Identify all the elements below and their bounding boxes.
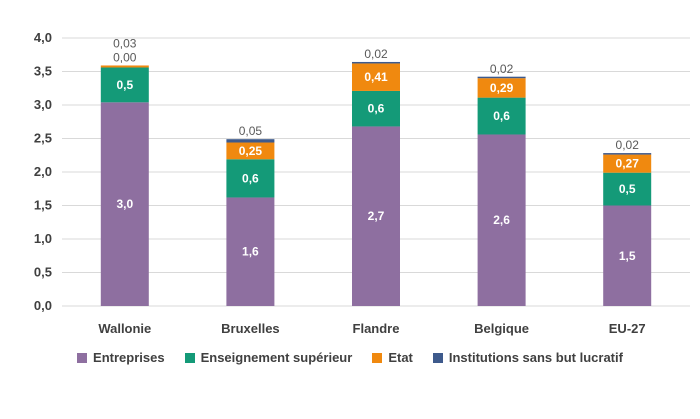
y-tick-label: 4,0 [34, 30, 52, 45]
bar-segment-2 [603, 154, 652, 173]
data-label: 0,5 [619, 182, 636, 196]
data-label: 0,5 [116, 78, 133, 92]
legend-swatch-enseignement [184, 352, 195, 363]
bars [100, 61, 652, 306]
y-tick-label: 2,0 [34, 164, 52, 179]
bar-segment-1 [352, 90, 400, 127]
y-tick-label: 1,5 [34, 198, 52, 213]
data-label-outside: 0,05 [239, 124, 263, 138]
legend: Entreprises Enseignement supérieur Etat … [0, 350, 700, 365]
y-tick-label: 1,0 [34, 231, 52, 246]
bar-segment-2 [477, 78, 526, 98]
bar-segment-0 [226, 197, 275, 306]
y-tick-label: 3,5 [34, 64, 52, 79]
legend-item-enseignement: Enseignement supérieur [184, 350, 353, 365]
data-label: 0,6 [368, 102, 385, 116]
category-label: Flandre [353, 321, 400, 336]
legend-swatch-institutions [432, 352, 443, 363]
legend-label-enseignement: Enseignement supérieur [200, 350, 353, 365]
data-label-outside: 0,00 [113, 50, 137, 64]
bar-segment-3 [352, 61, 400, 64]
y-axis-ticks: 0,0 0,5 1,0 1,5 2,0 2,5 3,0 3,5 4,0 [34, 30, 52, 313]
y-tick-label: 0,0 [34, 298, 52, 313]
bar-segment-1 [477, 97, 526, 135]
legend-item-entreprises: Entreprises [77, 350, 165, 365]
bar-segment-3 [477, 76, 526, 79]
x-axis-categories: Wallonie Bruxelles Flandre Belgique EU-27 [98, 321, 645, 336]
legend-label-entreprises: Entreprises [93, 350, 165, 365]
category-label: Belgique [474, 321, 529, 336]
legend-item-institutions: Institutions sans but lucratif [432, 350, 623, 365]
data-label: 0,25 [239, 144, 263, 158]
bar-segment-0 [100, 102, 149, 306]
data-label-outside: 0,03 [113, 36, 137, 50]
bar-segment-1 [226, 159, 275, 198]
data-label: 0,6 [242, 171, 259, 185]
legend-swatch-entreprises [77, 352, 88, 363]
bar-segment-2 [352, 63, 400, 91]
data-label-outside: 0,02 [616, 138, 640, 152]
category-label: EU-27 [609, 321, 646, 336]
bar-segment-3 [226, 139, 275, 143]
bar-segment-0 [352, 126, 400, 306]
category-label: Bruxelles [221, 321, 280, 336]
bar-segment-3 [603, 153, 652, 155]
legend-item-etat: Etat [372, 350, 413, 365]
data-label: 1,5 [619, 249, 636, 263]
bar-segment-1 [100, 67, 149, 103]
legend-label-etat: Etat [388, 350, 413, 365]
y-tick-label: 0,5 [34, 265, 52, 280]
data-label: 2,6 [493, 213, 510, 227]
data-labels: 3,0 0,5 0,000,03 1,6 0,6 0,25 0,05 2,7 0,6 0,41 0,… [113, 36, 639, 262]
legend-label-institutions: Institutions sans but lucratif [448, 350, 623, 365]
bar-segment-0 [603, 205, 652, 306]
data-label: 3,0 [116, 197, 133, 211]
y-tick-label: 2,5 [34, 131, 52, 146]
legend-swatch-etat [372, 352, 383, 363]
bar-segment-0 [477, 134, 526, 306]
data-label: 1,6 [242, 245, 259, 259]
data-label: 0,27 [616, 157, 640, 171]
data-label: 0,41 [364, 70, 388, 84]
data-label: 2,7 [368, 209, 385, 223]
category-label: Wallonie [98, 321, 151, 336]
bar-segment-2 [100, 65, 149, 68]
y-tick-label: 3,0 [34, 97, 52, 112]
data-label-outside: 0,02 [490, 62, 514, 76]
data-label: 0,29 [490, 81, 514, 95]
data-label-outside: 0,02 [364, 47, 388, 61]
bar-segment-2 [226, 142, 275, 160]
data-label: 0,6 [493, 109, 510, 123]
bar-segment-1 [603, 172, 652, 206]
